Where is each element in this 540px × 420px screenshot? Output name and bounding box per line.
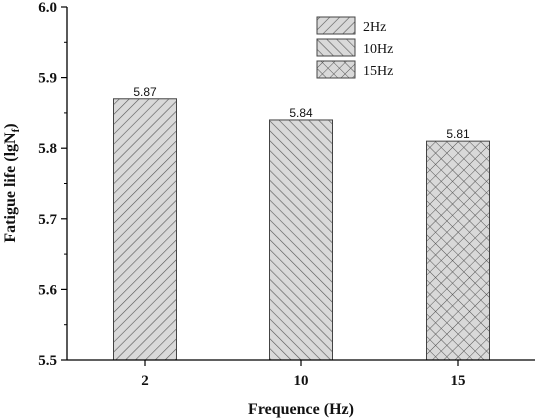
- value-labels-layer: 5.87 5.84 5.81: [133, 85, 470, 141]
- bars-layer: [113, 98, 490, 361]
- bar-15: [426, 140, 490, 361]
- y-axis-title-main: Fatigue life (lgN: [2, 132, 19, 243]
- y-axis-title: Fatigue life (lgNf): [2, 123, 22, 242]
- legend-label-10hz: 10Hz: [363, 42, 393, 57]
- y-tick-label-5.7: 5.7: [38, 212, 57, 228]
- legend-swatch-15hz: [316, 60, 356, 79]
- bar-10: [269, 119, 333, 361]
- bar-2: [113, 98, 177, 361]
- y-tick-label-5.8: 5.8: [38, 141, 57, 157]
- x-axis-title: Frequence (Hz): [248, 401, 354, 418]
- y-ticks-layer: 5.5 5.6 5.7 5.8 5.9 6.0: [38, 0, 67, 369]
- y-tick-label-5.9: 5.9: [38, 71, 57, 87]
- value-label-15: 5.81: [446, 127, 470, 141]
- value-label-10: 5.84: [289, 106, 313, 120]
- legend-label-15hz: 15Hz: [363, 64, 393, 79]
- x-ticks-layer: 2 10 15: [141, 360, 466, 389]
- legend-swatch-10hz: [316, 38, 356, 57]
- x-tick-label-2: 2: [141, 373, 149, 389]
- legend-label-2hz: 2Hz: [363, 20, 386, 35]
- y-tick-label-6.0: 6.0: [38, 0, 57, 16]
- y-axis-title-sub: f: [10, 128, 22, 132]
- value-label-2: 5.87: [133, 85, 157, 99]
- y-tick-label-5.6: 5.6: [38, 282, 57, 298]
- y-axis-title-close: ): [2, 123, 19, 128]
- legend-swatch-2hz: [316, 16, 356, 35]
- x-tick-label-15: 15: [451, 373, 466, 389]
- legend: 2Hz 10Hz 15Hz: [316, 16, 393, 79]
- x-tick-label-10: 10: [294, 373, 309, 389]
- y-tick-label-5.5: 5.5: [38, 353, 57, 369]
